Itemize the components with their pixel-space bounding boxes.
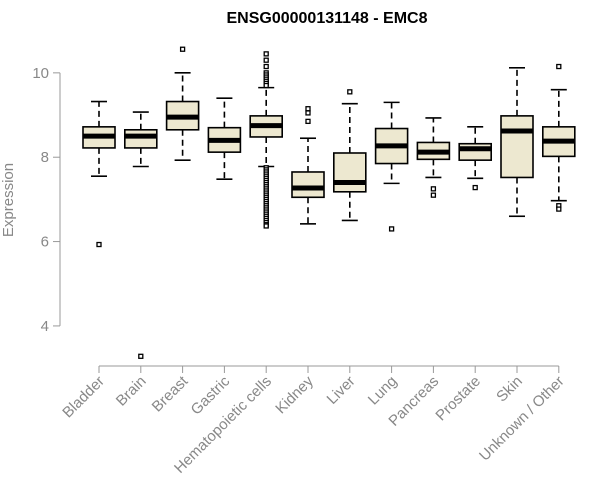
y-axis-label: Expression bbox=[0, 163, 17, 237]
x-tick-label: Breast bbox=[149, 372, 192, 415]
x-tick-label: Prostate bbox=[432, 373, 484, 425]
box-kidney bbox=[291, 106, 325, 225]
box-hematopoietic-cells bbox=[249, 51, 283, 229]
iqr-box bbox=[124, 128, 158, 149]
outlier-point bbox=[472, 184, 478, 191]
box-liver bbox=[332, 89, 367, 222]
y-tick-label: 6 bbox=[41, 234, 49, 251]
iqr-box bbox=[500, 115, 534, 179]
outlier-point bbox=[305, 118, 311, 125]
box-skin bbox=[500, 66, 534, 218]
y-tick-label: 4 bbox=[41, 318, 49, 335]
box-bladder bbox=[82, 100, 116, 248]
box-series bbox=[82, 46, 576, 359]
x-tick-label: Liver bbox=[324, 373, 359, 408]
y-axis: 4 6 8 10 bbox=[32, 65, 61, 335]
iqr-box bbox=[291, 171, 325, 199]
outlier-point bbox=[263, 57, 269, 63]
outlier-point bbox=[263, 82, 269, 89]
outlier-point bbox=[96, 241, 102, 248]
box-gastric bbox=[207, 97, 242, 180]
outlier-point bbox=[263, 51, 269, 57]
box-breast bbox=[165, 46, 200, 161]
outlier-point bbox=[430, 186, 437, 192]
x-tick-label: Bladder bbox=[59, 373, 108, 422]
iqr-box bbox=[458, 142, 493, 161]
outlier-point bbox=[556, 63, 562, 70]
box-brain bbox=[124, 111, 158, 359]
outlier-point bbox=[305, 106, 311, 112]
x-tick-label: Lung bbox=[365, 373, 401, 409]
outlier-point bbox=[430, 192, 437, 198]
outlier-point bbox=[263, 223, 269, 229]
x-tick-label: Kidney bbox=[272, 372, 317, 417]
outlier-point bbox=[388, 226, 395, 232]
y-tick-label: 10 bbox=[32, 65, 49, 82]
iqr-box bbox=[332, 152, 367, 193]
outlier-point bbox=[179, 46, 186, 52]
chart-title: ENSG00000131148 - EMC8 bbox=[226, 10, 427, 27]
x-tick-label: Skin bbox=[493, 373, 526, 406]
y-tick-label: 8 bbox=[41, 149, 49, 166]
outlier-point bbox=[347, 89, 353, 95]
box-pancreas bbox=[416, 117, 451, 198]
outlier-point bbox=[138, 353, 144, 359]
outlier-point bbox=[305, 110, 311, 116]
x-tick-label: Brain bbox=[113, 373, 150, 410]
box-unknown-other bbox=[541, 63, 576, 212]
box-lung bbox=[374, 101, 409, 232]
box-prostate bbox=[458, 126, 493, 191]
outlier-point bbox=[263, 63, 269, 70]
outlier-point bbox=[556, 206, 562, 212]
